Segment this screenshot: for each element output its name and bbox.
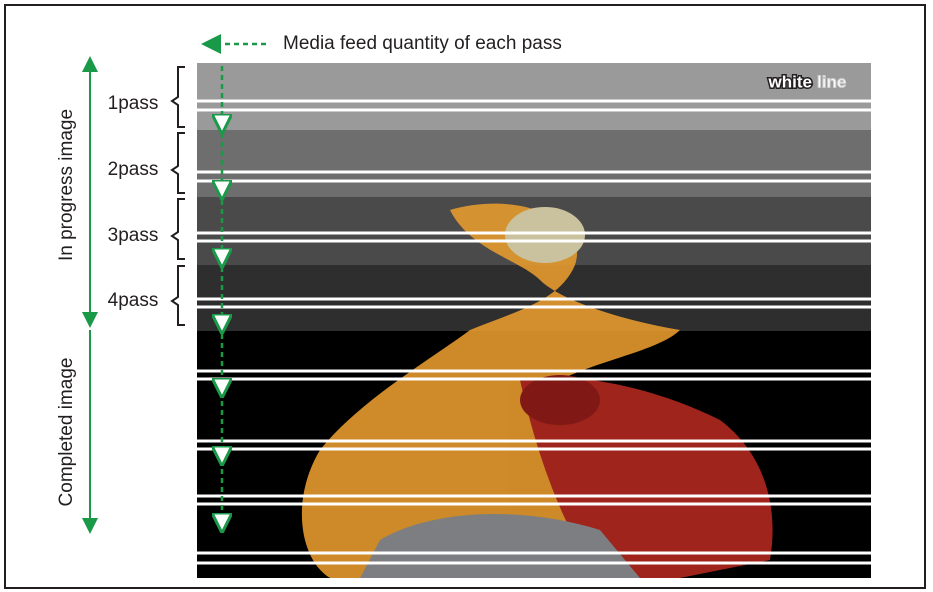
image xyxy=(197,63,871,578)
braces xyxy=(170,66,185,326)
pass-label: 3pass xyxy=(108,225,159,246)
frame xyxy=(4,4,926,589)
pass-label: 1pass xyxy=(108,93,159,114)
pass-label: 2pass xyxy=(108,159,159,180)
group-label: In progress image xyxy=(56,109,77,261)
pass-label: 4pass xyxy=(108,290,159,311)
group-label: Completed image xyxy=(56,358,77,507)
feed-arrows xyxy=(201,34,266,523)
badge-word2: line xyxy=(817,72,846,91)
badge-word1: white xyxy=(768,72,812,91)
legend-text: Media feed quantity of each pass xyxy=(283,33,562,54)
